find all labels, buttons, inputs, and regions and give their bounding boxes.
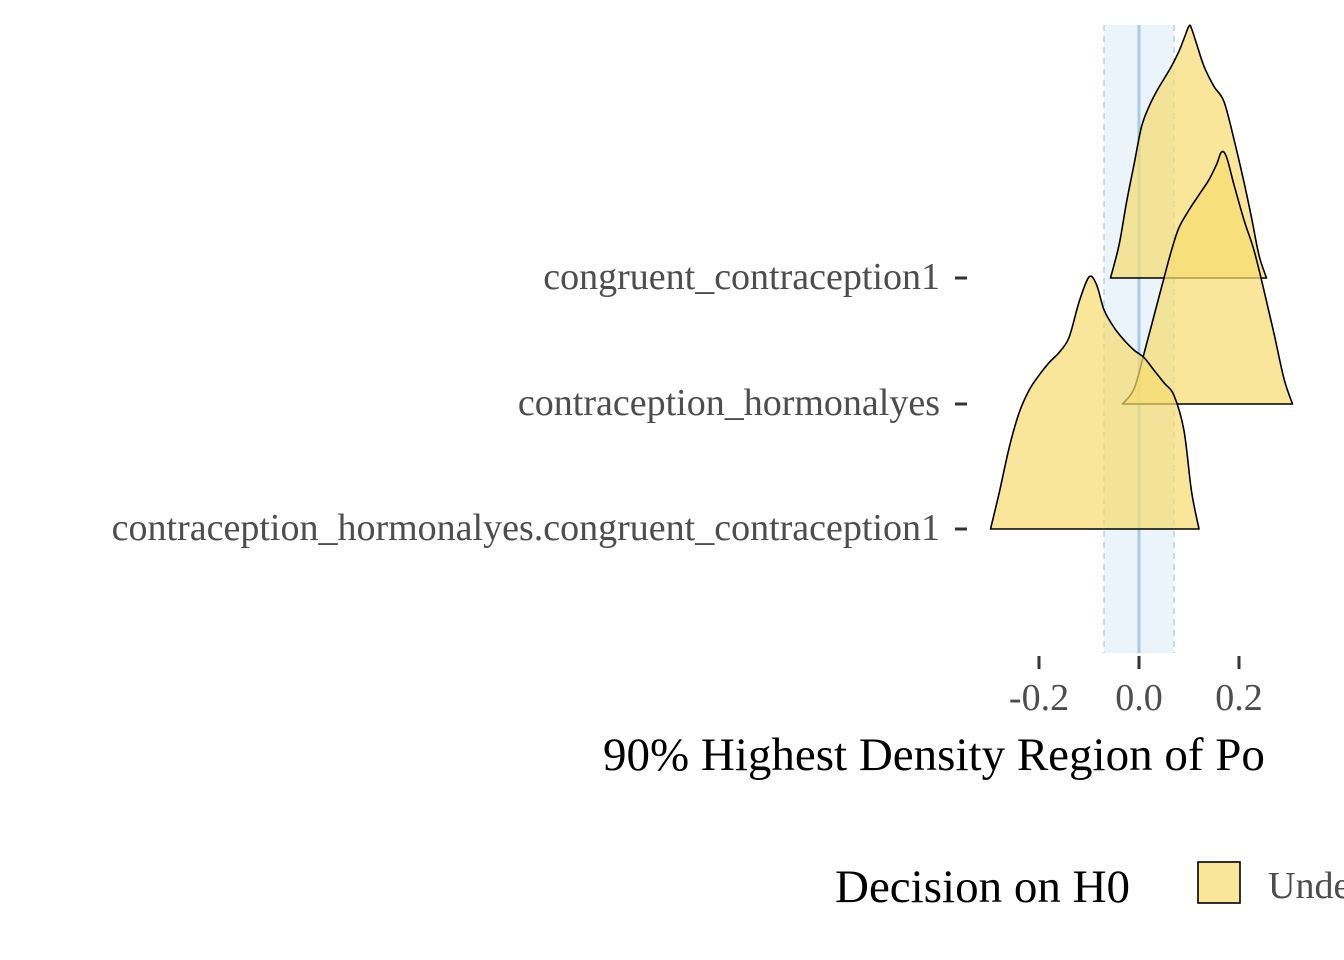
legend: Decision on H0 Unde — [835, 861, 1344, 913]
y-axis: congruent_contraception1 contraception_ho… — [112, 256, 967, 549]
density-ridge-2 — [1121, 150, 1294, 405]
x-axis: -0.2 0.0 0.2 — [1009, 656, 1263, 719]
density-ridge-3 — [989, 275, 1200, 530]
x-tick-label: -0.2 — [1009, 677, 1069, 719]
y-tick-label: congruent_contraception1 — [543, 256, 940, 298]
legend-title: Decision on H0 — [835, 861, 1130, 913]
x-tick-label: 0.2 — [1215, 677, 1263, 719]
x-axis-title: 90% Highest Density Region of Po — [603, 729, 1265, 781]
y-tick-label: contraception_hormonalyes.congruent_cont… — [112, 507, 940, 549]
y-tick-label: contraception_hormonalyes — [518, 382, 940, 424]
legend-label-undecided: Unde — [1268, 865, 1344, 907]
x-tick-label: 0.0 — [1115, 677, 1163, 719]
density-ridges — [989, 24, 1294, 530]
legend-key-undecided — [1197, 861, 1241, 904]
